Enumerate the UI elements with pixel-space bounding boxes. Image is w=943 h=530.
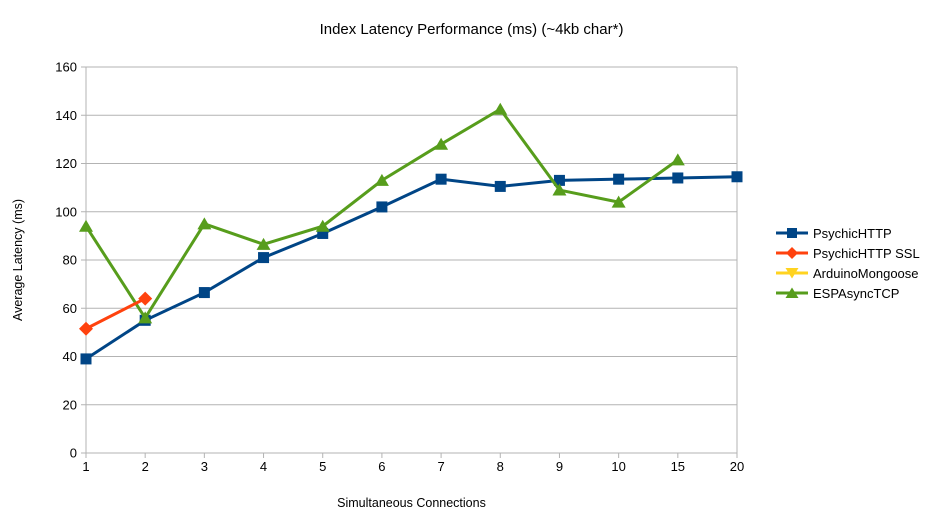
marker-triangle-up bbox=[611, 195, 626, 208]
x-tick-label: 3 bbox=[201, 459, 208, 474]
x-tick-label: 10 bbox=[611, 459, 625, 474]
marker-square bbox=[258, 252, 270, 264]
legend-marker-triangle-down-icon bbox=[785, 268, 799, 279]
legend: PsychicHTTP PsychicHTTP SSL ArduinoMongo… bbox=[776, 223, 920, 303]
series-line-psychichttp-ssl bbox=[85, 297, 146, 331]
marker-triangle-up bbox=[256, 237, 271, 250]
chart-title: Index Latency Performance (ms) (~4kb cha… bbox=[319, 21, 624, 38]
y-tick-label: 60 bbox=[63, 301, 77, 316]
legend-marker-square-icon bbox=[787, 228, 797, 238]
marker-triangle-up bbox=[79, 219, 93, 232]
y-tick-label: 100 bbox=[55, 204, 77, 219]
legend-item: PsychicHTTP bbox=[776, 223, 920, 243]
legend-item: PsychicHTTP SSL bbox=[776, 243, 920, 263]
line-marker-swatch-icon bbox=[776, 228, 808, 238]
marker-square bbox=[613, 173, 625, 185]
series-line-psychichttp bbox=[85, 175, 738, 361]
marker-diamond bbox=[79, 321, 93, 336]
marker-square bbox=[672, 172, 684, 184]
marker-triangle-up bbox=[315, 219, 330, 232]
marker-square bbox=[494, 180, 506, 192]
marker-triangle-up bbox=[434, 137, 449, 150]
x-tick-label: 5 bbox=[319, 459, 326, 474]
y-tick-label: 140 bbox=[55, 108, 77, 123]
x-tick-label: 9 bbox=[556, 459, 563, 474]
marker-triangle-up bbox=[552, 183, 567, 196]
marker-triangle-up bbox=[374, 173, 389, 186]
x-tick-label: 4 bbox=[260, 459, 267, 474]
marker-square bbox=[80, 353, 92, 365]
x-tick-label: 8 bbox=[497, 459, 504, 474]
x-tick-label: 2 bbox=[142, 459, 149, 474]
marker-square bbox=[198, 287, 210, 299]
legend-label: PsychicHTTP bbox=[813, 225, 892, 241]
x-tick-label: 6 bbox=[378, 459, 385, 474]
marker-square bbox=[553, 174, 565, 186]
marker-square bbox=[435, 173, 447, 185]
marker-triangle-up bbox=[197, 217, 212, 230]
y-tick-label: 80 bbox=[63, 253, 77, 268]
y-tick-label: 160 bbox=[55, 60, 77, 75]
line-marker-swatch-icon bbox=[776, 247, 808, 259]
x-tick-label: 1 bbox=[82, 459, 89, 474]
line-marker-swatch-icon bbox=[776, 268, 808, 279]
marker-triangle-up bbox=[138, 311, 153, 324]
marker-square bbox=[317, 227, 329, 239]
legend-marker-triangle-up-icon bbox=[785, 287, 799, 298]
legend-label: ArduinoMongoose bbox=[813, 265, 919, 281]
legend-label: ESPAsyncTCP bbox=[813, 285, 900, 301]
legend-item: ESPAsyncTCP bbox=[776, 283, 920, 303]
y-tick-label: 40 bbox=[63, 349, 77, 364]
y-tick-label: 20 bbox=[63, 397, 77, 412]
legend-label: PsychicHTTP SSL bbox=[813, 245, 920, 261]
y-tick-label: 0 bbox=[70, 446, 77, 461]
x-tick-label: 15 bbox=[671, 459, 685, 474]
x-axis-title: Simultaneous Connections bbox=[337, 496, 486, 510]
y-tick-label: 120 bbox=[55, 156, 77, 171]
x-tick-label: 20 bbox=[730, 459, 744, 474]
series-line-espasynctcp bbox=[84, 107, 679, 321]
marker-triangle-up bbox=[493, 102, 508, 115]
x-tick-label: 7 bbox=[437, 459, 444, 474]
marker-diamond bbox=[138, 291, 153, 306]
legend-item: ArduinoMongoose bbox=[776, 263, 920, 283]
legend-marker-diamond-icon bbox=[786, 247, 798, 259]
marker-square bbox=[731, 171, 743, 183]
line-marker-swatch-icon bbox=[776, 287, 808, 298]
marker-square bbox=[376, 201, 388, 213]
marker-triangle-up bbox=[670, 153, 685, 166]
